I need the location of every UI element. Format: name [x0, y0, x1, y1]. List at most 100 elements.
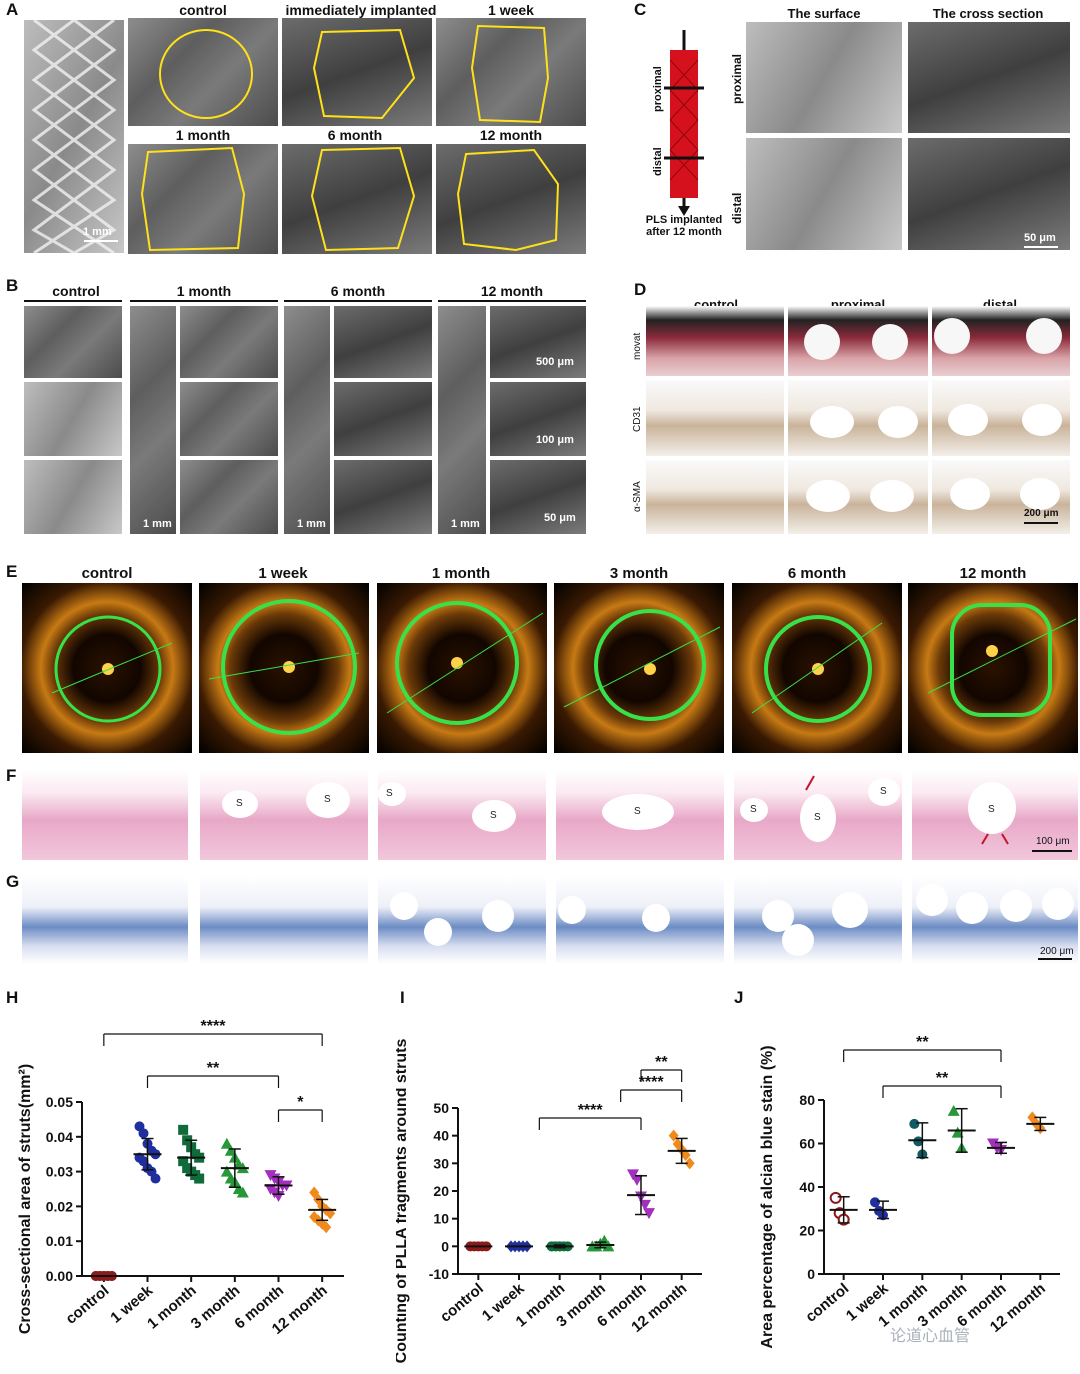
- panel-c-row-distal: distal: [730, 192, 744, 224]
- chart-h-ytick-label-2: 0.02: [46, 1198, 73, 1214]
- asma-proximal: [788, 460, 928, 534]
- chart-h-sig-label-0: ****: [201, 1018, 227, 1035]
- sem-6month: [282, 144, 432, 254]
- sem-control: [128, 18, 278, 126]
- diagram-label-proximal: proximal: [652, 66, 664, 112]
- sem-b-1month-3: [180, 460, 278, 534]
- sem-b-1month-strip: [130, 306, 176, 534]
- sem-b-1month-2: [180, 382, 278, 456]
- sem-surface-proximal: [746, 22, 902, 133]
- chart-i: -10 0 10 20 30 40 50 Counting of PLLA fragments…: [396, 1039, 702, 1364]
- chart-i-sig-label-2: ****: [578, 1102, 604, 1119]
- sem-b-12month-1: [490, 306, 586, 378]
- chart-j-point-0-0: [829, 1191, 842, 1204]
- movat-proximal: [788, 306, 928, 376]
- chart-j-point-1-0: [870, 1197, 880, 1208]
- chart-i-point-5-4: [684, 1157, 695, 1170]
- strut-mark-f6: S: [988, 804, 995, 815]
- chart-h-point-1-9: [150, 1173, 161, 1184]
- cd31-proximal: [788, 380, 928, 456]
- cd31-distal: [932, 380, 1070, 456]
- panel-b-scale-500: 500 μm: [536, 356, 574, 368]
- chart-j-point-5-0: [1027, 1111, 1038, 1124]
- panel-c-scale-text: 50 μm: [1024, 232, 1056, 244]
- he-1week: S S: [200, 770, 368, 860]
- chart-h-point-2-0: [178, 1124, 189, 1135]
- panel-a-scale-text: 1 mm: [83, 226, 112, 238]
- chart-h-ytick-label-1: 0.01: [46, 1233, 73, 1249]
- panel-a-label: A: [6, 0, 19, 19]
- strut-mark-f4: S: [634, 806, 641, 817]
- chart-h-point-3-5: [220, 1165, 233, 1177]
- chart-j-ytick-label-0: 0: [807, 1266, 815, 1282]
- chart-h-point-3-1: [224, 1144, 237, 1156]
- chart-h-point-2-5: [178, 1156, 189, 1167]
- sem-b-12month-2: [490, 382, 586, 456]
- panel-f-label: F: [6, 766, 17, 785]
- chart-j-point-2-0: [909, 1118, 920, 1129]
- diagram-caption: PLS implanted after 12 month: [636, 214, 732, 238]
- chart-h-ytick-label-4: 0.04: [46, 1129, 73, 1145]
- chart-j: 0 20 40 60 80 Area percentage of alcian blue …: [759, 1034, 1060, 1349]
- asma-distal: [932, 460, 1070, 534]
- chart-i-point-5-3: [680, 1149, 691, 1162]
- chart-i-ytick-label-4: 30: [433, 1155, 449, 1171]
- oct-12month: [908, 583, 1078, 753]
- chart-h-ytick-label-5: 0.05: [46, 1094, 73, 1110]
- chart-h: 0.00 0.01 0.02 0.03 0.04 0.05 Cross-sectional …: [17, 1018, 344, 1338]
- panel-a-title-12month: 12 month: [479, 127, 543, 143]
- panel-c-row-proximal: proximal: [730, 53, 744, 104]
- panel-a-title-immediate: immediately implanted: [285, 2, 437, 18]
- panel-d-scale-text: 200 μm: [1024, 508, 1059, 519]
- cd31-control: [646, 380, 784, 456]
- sem-b-control-3: [24, 460, 122, 534]
- panel-e-title-control: control: [81, 565, 133, 582]
- chart-h-point-5-8: [321, 1221, 332, 1234]
- strut-mark-f5c: S: [880, 786, 887, 797]
- panel-a-title-6month: 6 month: [327, 127, 383, 143]
- chart-j-ytick-label-2: 40: [799, 1179, 815, 1195]
- chart-j-sig-label-0: **: [916, 1034, 929, 1051]
- panel-d-label: D: [634, 280, 647, 299]
- chart-j-ytick-label-4: 80: [799, 1092, 815, 1108]
- chart-i-ytick-label-2: 10: [433, 1211, 449, 1227]
- panel-a-title-1week: 1 week: [488, 2, 534, 18]
- chart-h-sig-label-1: **: [207, 1060, 220, 1077]
- sem-cross-proximal: [908, 22, 1070, 133]
- panel-d-scale-bar: [1024, 522, 1058, 524]
- chart-h-sig-label-2: *: [297, 1094, 304, 1111]
- chart-i-ylabel: Counting of PLLA fragments around struts: [396, 1039, 410, 1364]
- panel-e-title-1week: 1 week: [258, 565, 308, 582]
- ab-3month: [556, 876, 724, 964]
- stent-diagram: [640, 30, 730, 250]
- panel-j-label: J: [734, 988, 744, 1007]
- strut-mark-f3b: S: [386, 788, 393, 799]
- panel-h-label: H: [6, 988, 19, 1007]
- panel-b-title-1month: 1 month: [176, 283, 232, 299]
- oct-control: [22, 583, 192, 753]
- panel-e-title-1month: 1 month: [431, 565, 491, 582]
- chart-i-ytick-label-5: 40: [433, 1128, 449, 1144]
- chart-h-point-3-9: [236, 1186, 249, 1198]
- panel-b-scale-1mm-a: 1 mm: [143, 518, 172, 530]
- ab-1week: [200, 876, 368, 964]
- chart-h-point-3-0: [220, 1137, 233, 1149]
- chart-i-point-4-4: [643, 1208, 655, 1220]
- panel-a-title-control: control: [179, 2, 227, 18]
- chart-i-ytick-label-1: 0: [441, 1238, 449, 1254]
- chart-j-point-3-0: [947, 1104, 960, 1116]
- panel-g-scale-bar: [1038, 958, 1072, 960]
- oct-6month: [732, 583, 902, 753]
- ab-6month: [734, 876, 902, 964]
- chart-h-ytick-label-3: 0.03: [46, 1164, 73, 1180]
- panel-f-scale-bar: [1032, 850, 1072, 852]
- panel-c-title-cross: The cross section: [932, 6, 1044, 21]
- panel-b-title-control: control: [52, 283, 100, 299]
- panel-e-title-12month: 12 month: [959, 565, 1027, 582]
- movat-control: [646, 306, 784, 376]
- chart-j-sig-label-1: **: [936, 1070, 949, 1087]
- chart-h-point-2-9: [194, 1173, 205, 1184]
- sem-b-control-2: [24, 382, 122, 456]
- chart-h-point-5-4: [325, 1207, 336, 1220]
- he-1month: S S: [378, 770, 546, 860]
